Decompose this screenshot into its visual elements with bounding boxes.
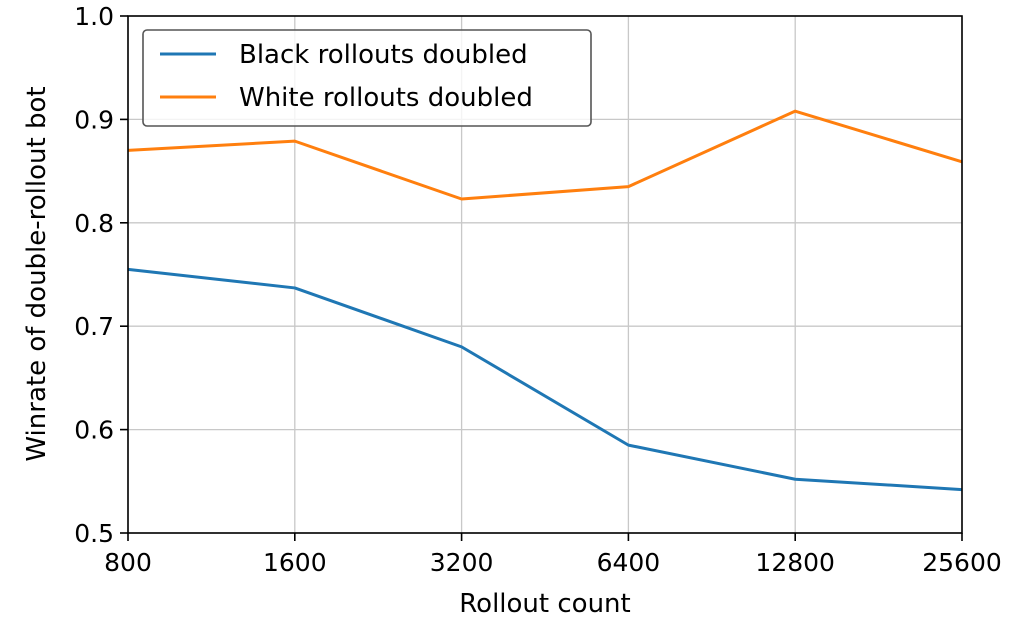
y-tick-labels: 0.5 0.6 0.7 0.8 0.9 1.0 [74,2,114,548]
y-axis-label: Winrate of double-rollout bot [22,86,52,461]
x-tick-label: 1600 [263,548,327,577]
plot-frame [127,15,963,534]
x-axis-label: Rollout count [459,589,630,619]
x-tick-label: 12800 [755,548,835,577]
x-tick-labels: 800 1600 3200 6400 12800 25600 [104,548,1002,577]
y-tick-label: 0.9 [74,105,114,134]
x-tick-label: 800 [104,548,152,577]
x-tick-label: 3200 [430,548,494,577]
series-lines [127,109,963,492]
y-tick-label: 0.6 [74,416,114,445]
legend-label-black-rollouts: Black rollouts doubled [239,40,528,70]
x-tick-label: 6400 [597,548,661,577]
series-line-white-rollouts [127,109,963,201]
x-tick-label: 25600 [922,548,1002,577]
y-tick-label: 0.7 [74,312,114,341]
legend-frame [142,29,592,127]
y-tick-label: 0.8 [74,209,114,238]
axis-ticks [120,15,963,541]
y-tick-label: 0.5 [74,519,114,548]
series-line-black-rollouts [127,267,963,492]
legend-label-white-rollouts: White rollouts doubled [239,83,533,113]
y-tick-label: 1.0 [74,2,114,31]
legend: Black rollouts doubled White rollouts do… [142,29,592,127]
